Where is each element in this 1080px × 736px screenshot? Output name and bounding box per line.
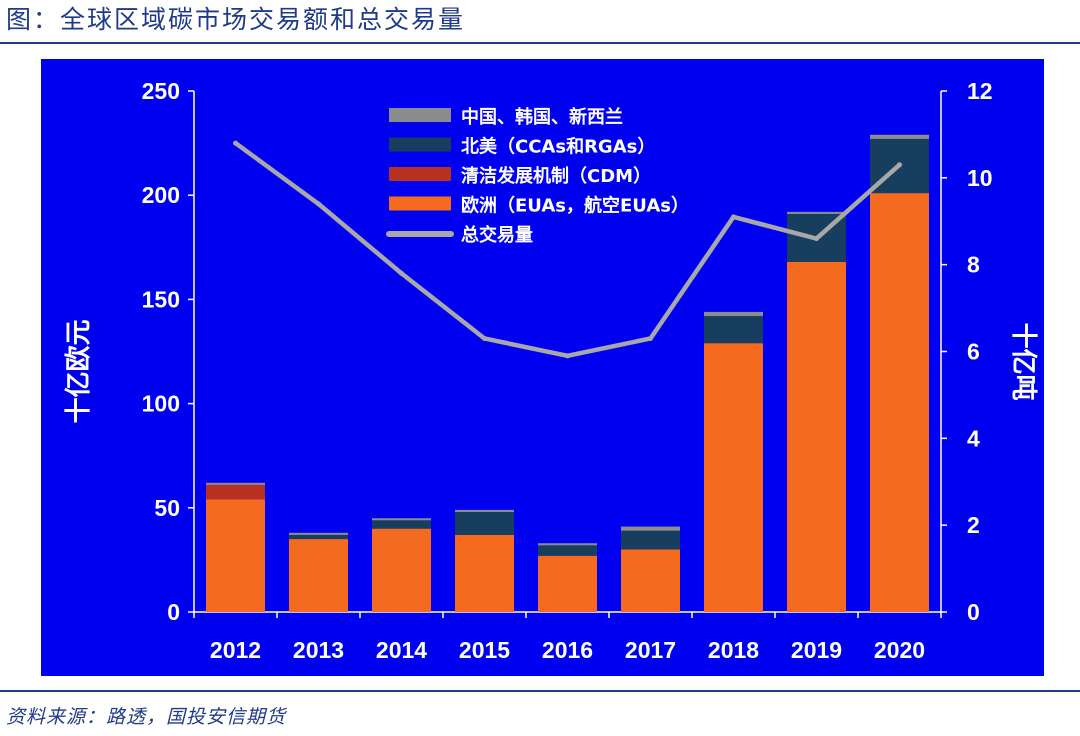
legend-label: 中国、韩国、新西兰 <box>461 106 623 128</box>
x-tick-label: 2013 <box>293 637 344 663</box>
bar-segment <box>621 549 680 612</box>
right-tick-label: 4 <box>967 425 980 451</box>
right-tick-label: 2 <box>967 512 980 538</box>
chart-panel: 0 50 100 150 200 250 0 2 4 6 8 10 12 2012 2013 2014 20… <box>41 59 1044 676</box>
legend-label: 清洁发展机制（CDM） <box>461 165 651 187</box>
x-tick-label: 2012 <box>210 637 261 663</box>
bar-segment <box>289 532 348 535</box>
left-y-axis: 0 50 100 150 200 250 <box>142 78 195 625</box>
left-tick-label: 100 <box>142 391 180 417</box>
bar-segment <box>538 545 597 556</box>
bar-segment <box>289 539 348 612</box>
bar-segment <box>538 543 597 546</box>
bar-segment <box>372 518 431 521</box>
right-tick-label: 8 <box>967 252 980 278</box>
right-tick-label: 12 <box>967 78 993 104</box>
line-point <box>399 270 404 276</box>
left-tick-label: 0 <box>167 599 180 625</box>
x-tick-label: 2016 <box>542 637 593 663</box>
legend-label: 欧洲（EUAs，航空EUAs） <box>461 195 689 217</box>
legend-swatch <box>389 108 451 122</box>
x-tick-label: 2015 <box>459 637 510 663</box>
bar-segment <box>206 499 265 612</box>
x-tick-label: 2019 <box>791 637 842 663</box>
x-tick-label: 2020 <box>874 637 925 663</box>
line-point <box>233 140 238 146</box>
bar-segment <box>704 311 763 317</box>
y-axis-title: 十亿欧元 <box>63 319 94 423</box>
line-point <box>316 201 321 207</box>
x-tick-label: 2017 <box>625 637 676 663</box>
legend-label: 总交易量 <box>461 224 533 246</box>
right-y-axis: 0 2 4 6 8 10 12 <box>940 78 993 625</box>
bar-series <box>206 134 929 612</box>
stacked-bar-line-chart: 0 50 100 150 200 250 0 2 4 6 8 10 12 2012 2013 2014 20… <box>41 59 1044 676</box>
bar-segment <box>870 134 929 139</box>
legend-swatch <box>389 196 451 211</box>
bar-segment <box>372 520 431 529</box>
line-point <box>897 162 902 168</box>
bar-segment <box>621 526 680 531</box>
left-tick-label: 150 <box>142 286 180 312</box>
right-tick-label: 6 <box>967 339 980 365</box>
left-tick-label: 250 <box>142 78 180 104</box>
x-tick-label: 2014 <box>376 637 427 663</box>
bar-segment <box>787 261 846 612</box>
line-point <box>814 236 819 242</box>
legend-swatch <box>389 137 451 152</box>
legend-swatch <box>389 167 451 181</box>
line-point <box>565 353 570 359</box>
bar-segment <box>870 193 929 612</box>
right-tick-label: 10 <box>967 165 993 191</box>
y2-axis-title: 十亿吨 <box>1008 322 1038 400</box>
title-underline <box>0 42 1080 44</box>
bar-segment <box>704 343 763 612</box>
left-tick-label: 200 <box>142 182 180 208</box>
bar-segment <box>621 530 680 550</box>
bar-segment <box>538 555 597 612</box>
bar-segment <box>787 211 846 214</box>
left-tick-label: 50 <box>154 495 180 521</box>
line-point <box>731 214 736 220</box>
bar-segment <box>289 534 348 540</box>
right-tick-label: 0 <box>967 599 980 625</box>
x-tick-label: 2018 <box>708 637 759 663</box>
line-series <box>233 140 902 359</box>
source-note: 资料来源：路透，国投安信期货 <box>6 706 287 728</box>
line-point <box>648 335 653 341</box>
figure-title: 图：全球区域碳市场交易额和总交易量 <box>6 5 466 34</box>
bar-segment <box>372 528 431 612</box>
bar-segment <box>704 316 763 344</box>
bar-segment <box>206 482 265 485</box>
bar-segment <box>455 509 514 512</box>
bar-segment <box>455 534 514 612</box>
legend-label: 北美（CCAs和RGAs） <box>461 136 655 158</box>
bar-segment <box>206 484 265 500</box>
line-point <box>482 335 487 341</box>
bar-segment <box>455 511 514 535</box>
footer-rule <box>0 690 1080 692</box>
